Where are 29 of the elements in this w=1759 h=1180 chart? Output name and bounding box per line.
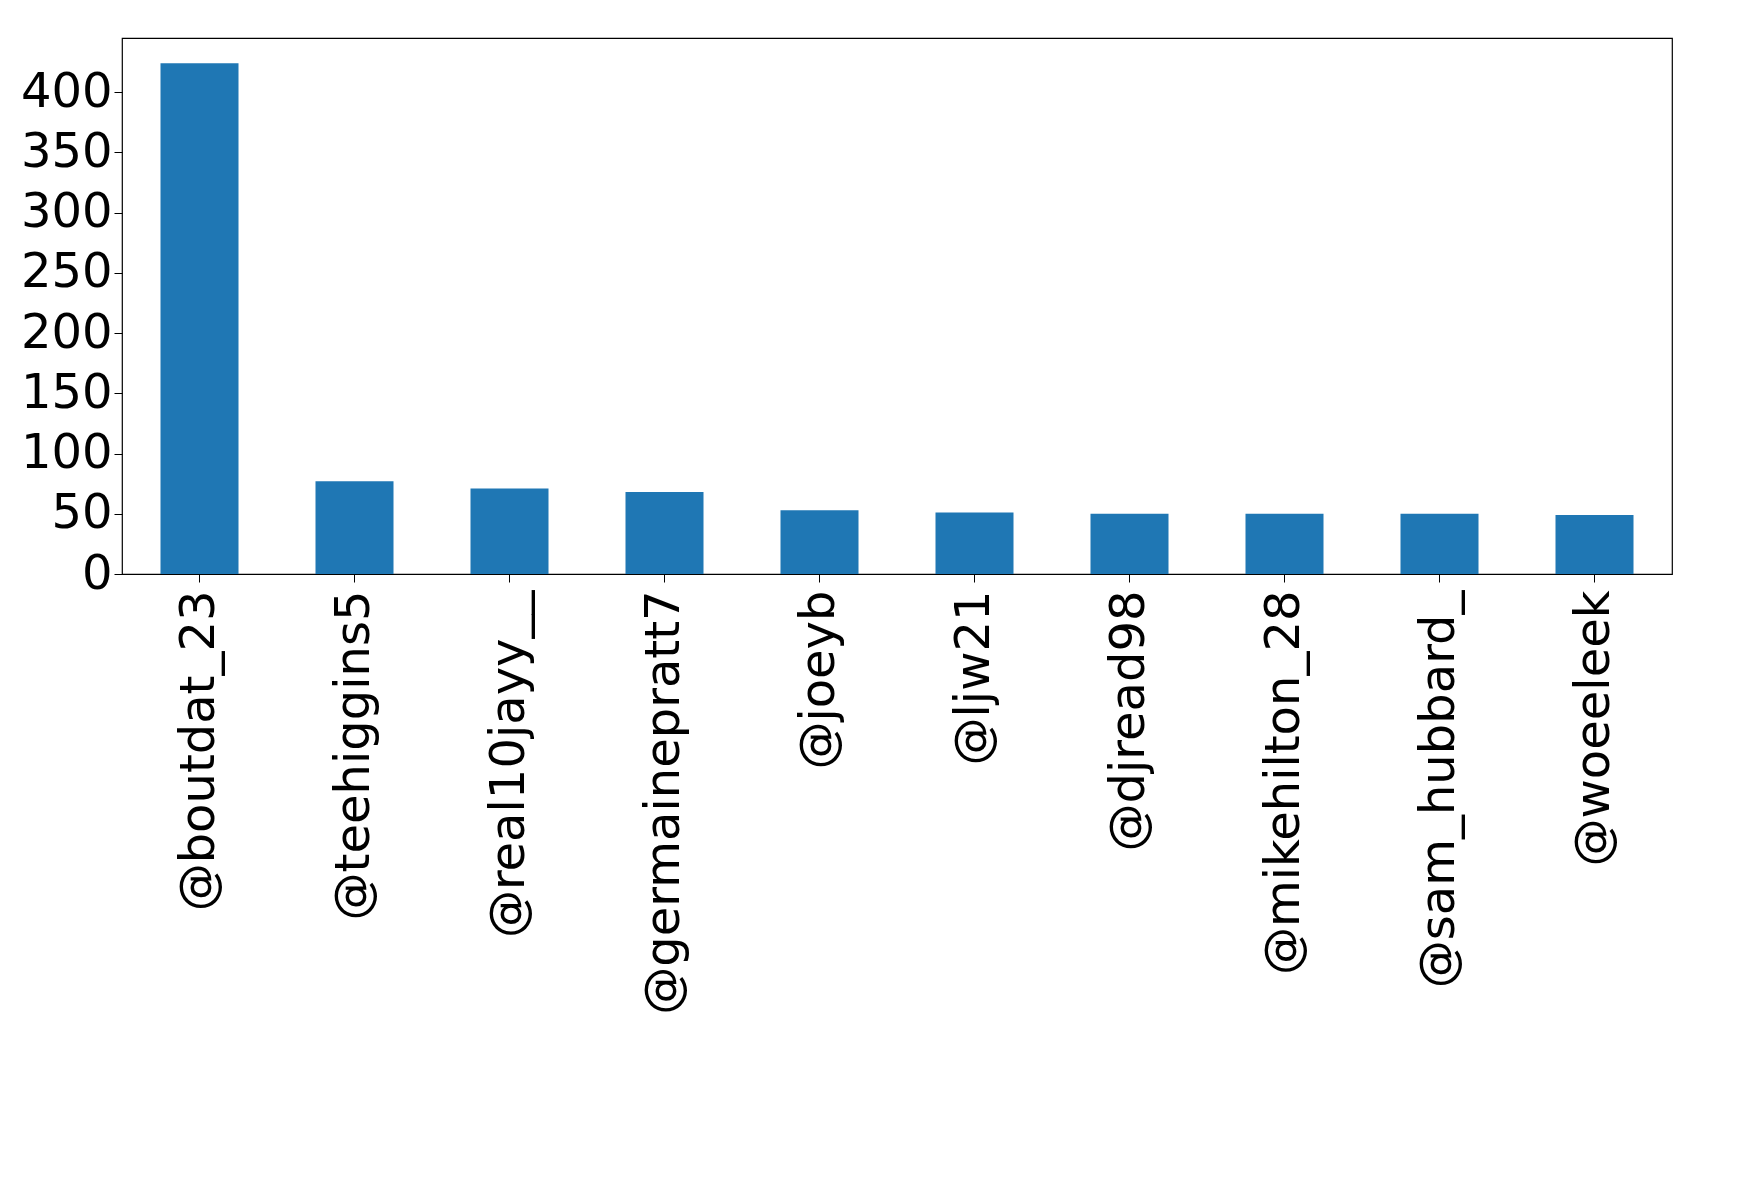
x-tick-label: @djread98: [1098, 590, 1155, 852]
bar: [1245, 513, 1324, 574]
x-tick-label: @mikehilton_28: [1253, 590, 1310, 975]
y-tick-label: 100: [20, 423, 113, 480]
bar: [780, 510, 859, 574]
x-tick-label: @germainepratt7: [633, 590, 690, 1015]
x-tick-label: @sam_hubbard_: [1408, 589, 1465, 989]
y-tick-label: 200: [20, 302, 113, 359]
bar: [1400, 513, 1479, 574]
bar: [1555, 514, 1634, 574]
bar: [935, 512, 1014, 574]
x-tick-label: @boutdat_23: [168, 590, 225, 912]
y-tick-label: 0: [81, 543, 113, 600]
bar: [160, 63, 239, 574]
y-tick-label: 250: [20, 242, 113, 299]
bar: [315, 481, 394, 574]
y-tick-label: 350: [20, 121, 113, 178]
x-tick-label: @woeeleek: [1563, 590, 1620, 867]
bar: [1090, 513, 1169, 574]
x-tick-label: @joeyb: [788, 590, 845, 770]
y-tick-label: 300: [20, 182, 113, 239]
x-tick-label: @ljw21: [943, 590, 1000, 766]
y-tick-label: 400: [20, 61, 113, 118]
bar: [470, 488, 549, 574]
x-tick-label: @teehiggins5: [323, 590, 380, 921]
y-tick-label: 150: [20, 362, 113, 419]
y-tick-label: 50: [51, 483, 113, 540]
x-tick-label: @real10jayy__: [478, 589, 535, 939]
bar: [625, 492, 704, 574]
